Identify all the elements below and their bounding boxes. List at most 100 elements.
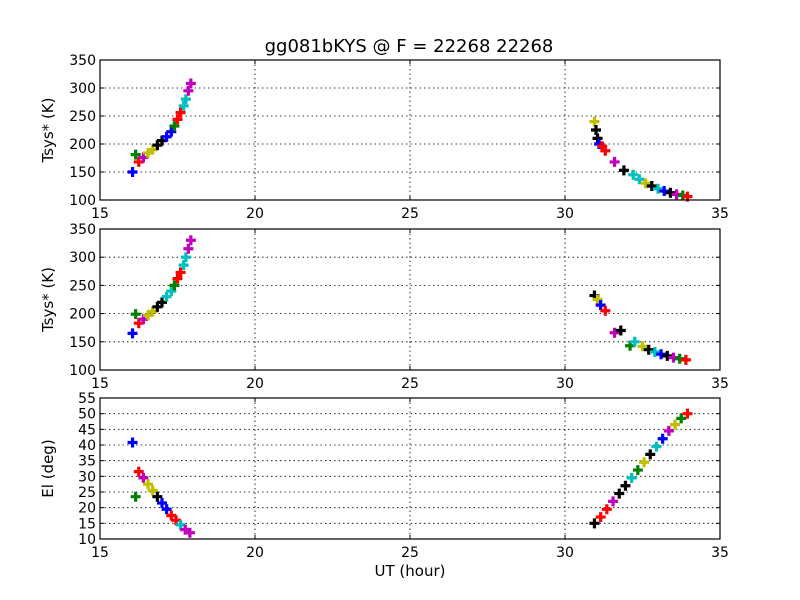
data-point [591,125,601,135]
data-point [185,78,196,89]
x-tick-label: 25 [401,206,419,222]
data-point [183,85,194,96]
y-tick-label: 10 [78,532,96,548]
data-point [682,408,693,419]
data-point [626,472,637,483]
data-point [656,349,667,360]
x-axis-label: UT (hour) [375,562,446,580]
data-point [649,346,660,357]
data-point [180,252,191,263]
y-tick-label: 100 [69,363,96,379]
data-point [183,243,194,254]
panel-2: 15 20 25 30 35 100 150 200 250 300 350 Tsys* (K) [39,222,729,392]
data-point [161,504,172,515]
data-point [130,491,141,502]
data-point [662,350,673,361]
data-point [152,491,163,502]
data-point [665,187,676,198]
data-point [130,309,141,320]
data-point [169,121,180,132]
data-point [609,327,620,338]
data-point [600,305,611,316]
data-point [680,354,691,365]
data-point [657,433,668,444]
data-point [133,466,144,477]
y-tick-label: 50 [78,407,96,423]
data-point [639,457,650,468]
y-tick-label: 35 [78,454,96,470]
data-point [127,328,138,339]
data-point [609,156,620,167]
data-point [130,149,141,160]
y-axis-label: Tsys* (K) [39,267,57,333]
data-point [670,419,681,430]
data-point [608,496,619,507]
chart-title: gg081bKYS @ F = 22268 22268 [265,36,554,57]
y-tick-label: 300 [69,81,96,97]
data-point [643,344,654,355]
y-tick-label: 45 [78,422,96,438]
y-tick-label: 350 [69,53,96,69]
x-tick-label: 35 [711,545,729,561]
y-tick-label: 200 [69,307,96,323]
y-axis-label: Tsys* (K) [39,98,57,164]
data-point [629,336,640,347]
data-point [600,145,611,156]
data-point [618,165,629,176]
data-point [178,260,189,271]
y-tick-label: 55 [78,391,96,407]
x-tick-label: 25 [401,545,419,561]
y-axis-label: El (deg) [39,439,57,497]
data-point [645,449,656,460]
y-tick-label: 200 [69,137,96,153]
data-point [651,441,662,452]
x-tick-label: 30 [556,545,574,561]
data-point [143,479,154,490]
axes-frame [99,397,721,540]
y-tick-label: 150 [69,335,96,351]
data-point [175,267,186,278]
y-tick-label: 350 [69,222,96,238]
data-point [632,465,643,476]
data-point [601,504,612,515]
data-point [127,437,138,448]
data-point [640,178,651,189]
data-point [676,413,687,424]
data-point [589,518,600,529]
x-tick-label: 15 [91,206,109,222]
data-point [138,472,149,483]
data-point [157,497,167,508]
x-tick-label: 15 [91,376,109,392]
data-point [185,235,196,246]
x-tick-label: 15 [91,545,109,561]
x-tick-label: 30 [556,206,574,222]
data-point [147,485,158,496]
data-point [172,114,183,125]
data-point [161,131,172,142]
data-point [157,297,167,308]
data-point [614,488,625,499]
y-tick-label: 250 [69,109,96,125]
data-point [620,480,631,491]
data-point [178,100,189,111]
data-point [161,291,172,302]
x-tick-label: 35 [711,206,729,222]
data-point [175,107,186,118]
data-point [172,273,183,284]
panel-1: 15 20 25 30 35 100 150 200 250 300 350 Tsys* (K) [39,53,729,222]
data-point [663,425,674,436]
data-point [628,169,639,180]
y-tick-label: 150 [69,165,96,181]
data-point [634,174,645,185]
data-point [659,186,670,197]
y-tick-label: 300 [69,250,96,266]
data-point [637,341,648,352]
data-point [595,300,606,311]
x-tick-label: 25 [401,376,419,392]
data-point [653,183,663,194]
data-point [169,280,180,291]
data-point [184,527,195,538]
x-tick-label: 20 [246,376,264,392]
